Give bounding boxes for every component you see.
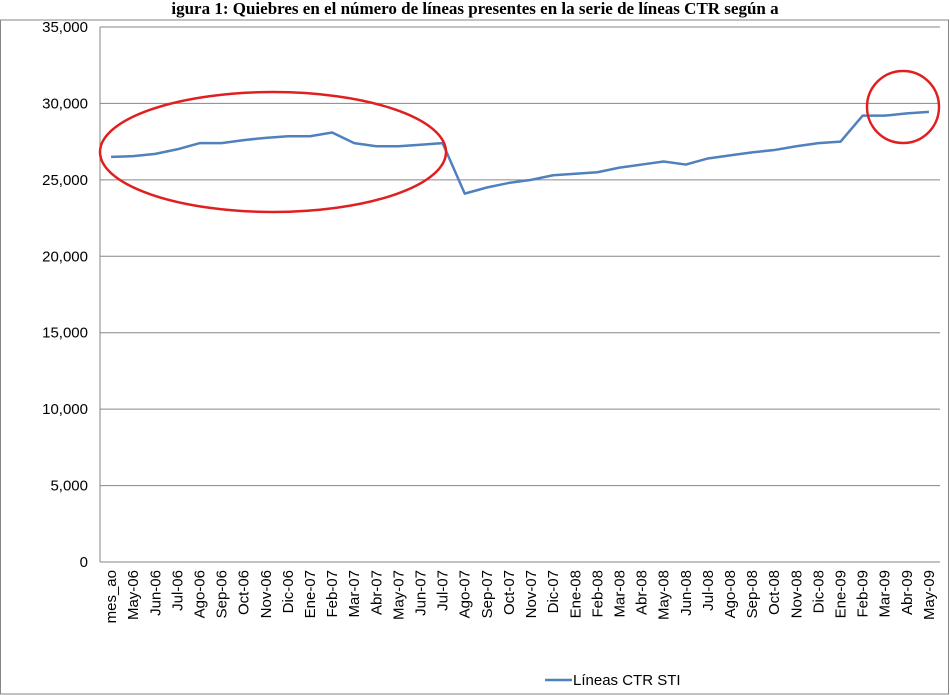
x-tick-label: Sep-06 bbox=[214, 570, 231, 618]
x-tick-label: Feb-09 bbox=[855, 570, 872, 618]
x-tick-label: Jul-07 bbox=[435, 570, 452, 611]
x-tick-label: Dic-07 bbox=[545, 570, 562, 613]
highlight-circle bbox=[865, 69, 941, 145]
y-tick-label: 15,000 bbox=[42, 325, 88, 342]
x-tick-label: May-08 bbox=[656, 570, 673, 620]
x-tick-label: Abr-09 bbox=[899, 570, 916, 615]
y-tick-label: 35,000 bbox=[42, 19, 88, 36]
chart-frame bbox=[0, 19, 949, 695]
x-tick-label: Mar-07 bbox=[346, 570, 363, 618]
x-tick-label: Dic-08 bbox=[810, 570, 827, 613]
x-tick-label: Ago-06 bbox=[191, 570, 208, 618]
x-tick-label: Nov-06 bbox=[258, 570, 275, 618]
x-tick-label: Ene-08 bbox=[567, 570, 584, 618]
y-tick-label: 25,000 bbox=[42, 172, 88, 189]
x-tick-label: Nov-07 bbox=[523, 570, 540, 618]
x-tick-label: Abr-08 bbox=[634, 570, 651, 615]
y-tick-label: 20,000 bbox=[42, 248, 88, 265]
x-tick-label: Jun-08 bbox=[678, 570, 695, 616]
line-series bbox=[111, 110, 930, 195]
highlight-ellipse bbox=[98, 90, 448, 214]
x-tick-label: Oct-08 bbox=[766, 570, 783, 615]
x-tick-label: May-07 bbox=[390, 570, 407, 620]
x-tick-label: Nov-08 bbox=[788, 570, 805, 618]
x-tick-label: Jul-06 bbox=[169, 570, 186, 611]
x-tick-label: Jun-06 bbox=[147, 570, 164, 616]
x-tick-label: Sep-07 bbox=[479, 570, 496, 618]
x-tick-label: mes_ao bbox=[103, 570, 120, 623]
x-tick-label: Jun-07 bbox=[413, 570, 430, 616]
x-tick-label: May-09 bbox=[921, 570, 938, 620]
y-tick-label: 0 bbox=[80, 554, 88, 571]
x-tick-label: Oct-06 bbox=[236, 570, 253, 615]
x-tick-label: Ene-07 bbox=[302, 570, 319, 618]
x-tick-label: Oct-07 bbox=[501, 570, 518, 615]
x-tick-label: Jul-08 bbox=[700, 570, 717, 611]
x-tick-label: Mar-08 bbox=[611, 570, 628, 618]
x-tick-label: Ago-07 bbox=[457, 570, 474, 618]
y-tick-label: 5,000 bbox=[50, 478, 88, 495]
x-tick-label: Abr-07 bbox=[368, 570, 385, 615]
x-tick-label: Mar-09 bbox=[877, 570, 894, 618]
x-tick-label: Feb-08 bbox=[589, 570, 606, 618]
x-tick-label: Sep-08 bbox=[744, 570, 761, 618]
legend-label: Líneas CTR STI bbox=[573, 672, 681, 689]
chart-title: igura 1: Quiebres en el número de líneas… bbox=[171, 0, 779, 18]
y-tick-label: 10,000 bbox=[42, 401, 88, 418]
x-tick-label: Ene-09 bbox=[833, 570, 850, 618]
plot-area: 0 5,000 10,000 15,000 20,000 25,000 30,000 35,0… bbox=[42, 19, 940, 623]
x-tick-label: Feb-07 bbox=[324, 570, 341, 618]
x-tick-label: Ago-08 bbox=[722, 570, 739, 618]
x-tick-label: May-06 bbox=[125, 570, 142, 620]
y-tick-label: 30,000 bbox=[42, 95, 88, 112]
x-tick-label: Dic-06 bbox=[280, 570, 297, 613]
